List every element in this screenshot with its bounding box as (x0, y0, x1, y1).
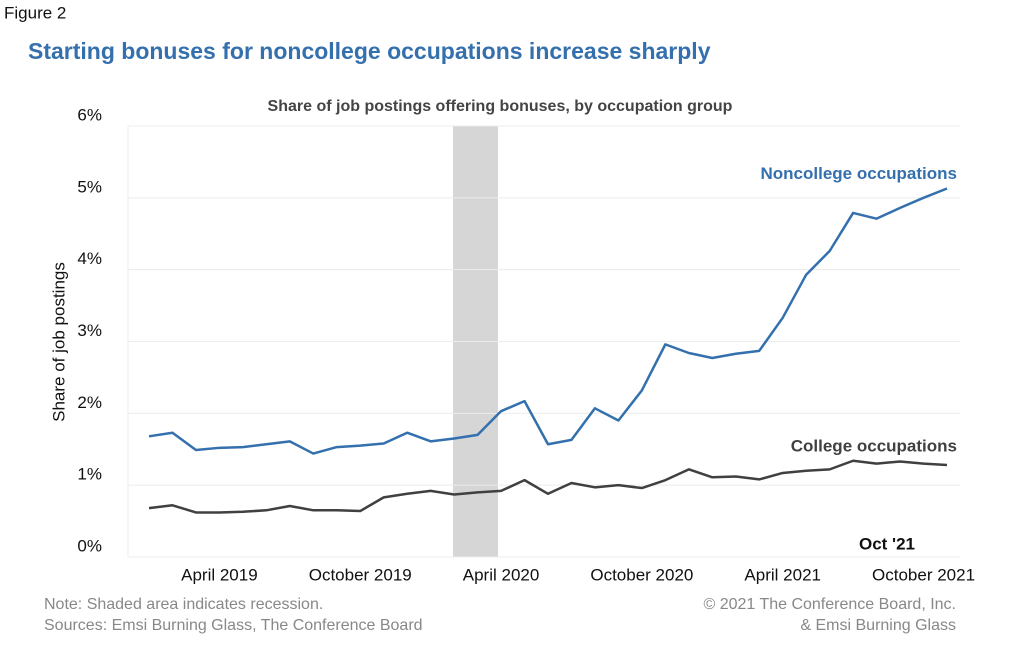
y-tick-label: 3% (77, 321, 102, 340)
series-line (148, 187, 948, 455)
annotation: Oct '21 (859, 534, 915, 553)
copyright: © 2021 The Conference Board, Inc. (703, 596, 956, 613)
y-axis-label: Share of job postings (49, 262, 68, 422)
x-tick-label: April 2020 (463, 565, 540, 584)
y-tick-label: 0% (77, 536, 102, 555)
y-tick-label: 5% (77, 177, 102, 196)
x-tick-label: October 2019 (309, 565, 412, 584)
headline: Starting bonuses for noncollege occupati… (28, 38, 711, 64)
x-tick-label: October 2020 (590, 565, 693, 584)
series-label: Noncollege occupations (761, 164, 957, 183)
y-tick-label: 4% (77, 249, 102, 268)
series-label: College occupations (791, 437, 957, 456)
x-tick-label: April 2019 (181, 565, 258, 584)
note: Note: Shaded area indicates recession. (44, 596, 323, 613)
y-tick-label: 6% (77, 105, 102, 124)
y-tick-label: 2% (77, 393, 102, 412)
x-tick-label: April 2021 (744, 565, 821, 584)
sources: Sources: Emsi Burning Glass, The Confere… (44, 617, 423, 634)
series-line (148, 459, 948, 514)
x-tick-label: October 2021 (872, 565, 975, 584)
copyright: & Emsi Burning Glass (800, 617, 956, 634)
chart-title: Share of job postings offering bonuses, … (268, 98, 733, 115)
y-tick-label: 1% (77, 465, 102, 484)
figure-label: Figure 2 (4, 3, 66, 22)
